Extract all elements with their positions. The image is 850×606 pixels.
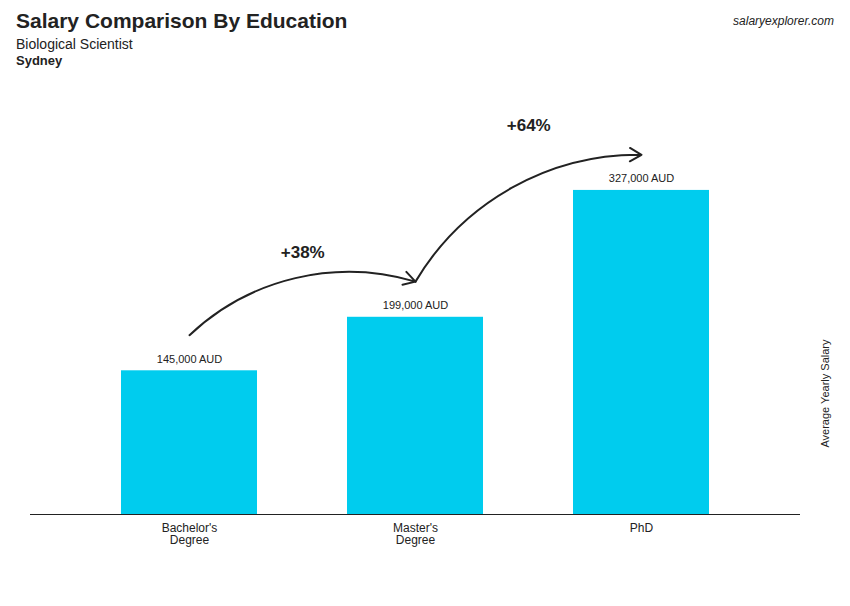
html-text:Salary Comparison By Education: Salary Comparison By Education: [16, 9, 348, 32]
html-text:Sydney: Sydney: [16, 53, 63, 69]
svg-text:199,000 AUD: 199,000 AUD: [383, 300, 448, 312]
svg-text:327,000 AUD: 327,000 AUD: [609, 173, 674, 185]
svg-text:145,000 AUD: 145,000 AUD: [157, 353, 222, 365]
svg-text:+38%: +38%: [281, 243, 325, 262]
svg-text:+64%: +64%: [507, 116, 551, 135]
svg-text:PhD: PhD: [630, 521, 654, 535]
svg-text:Average Yearly Salary: Average Yearly Salary: [819, 339, 831, 448]
html-text:Biological Scientist: Biological Scientist: [16, 36, 133, 53]
svg-text:Bachelor'sDegree: Bachelor'sDegree: [162, 521, 218, 547]
html-text:salaryexplorer.com: salaryexplorer.com: [733, 14, 834, 28]
svg-text:Master'sDegree: Master'sDegree: [393, 521, 438, 547]
